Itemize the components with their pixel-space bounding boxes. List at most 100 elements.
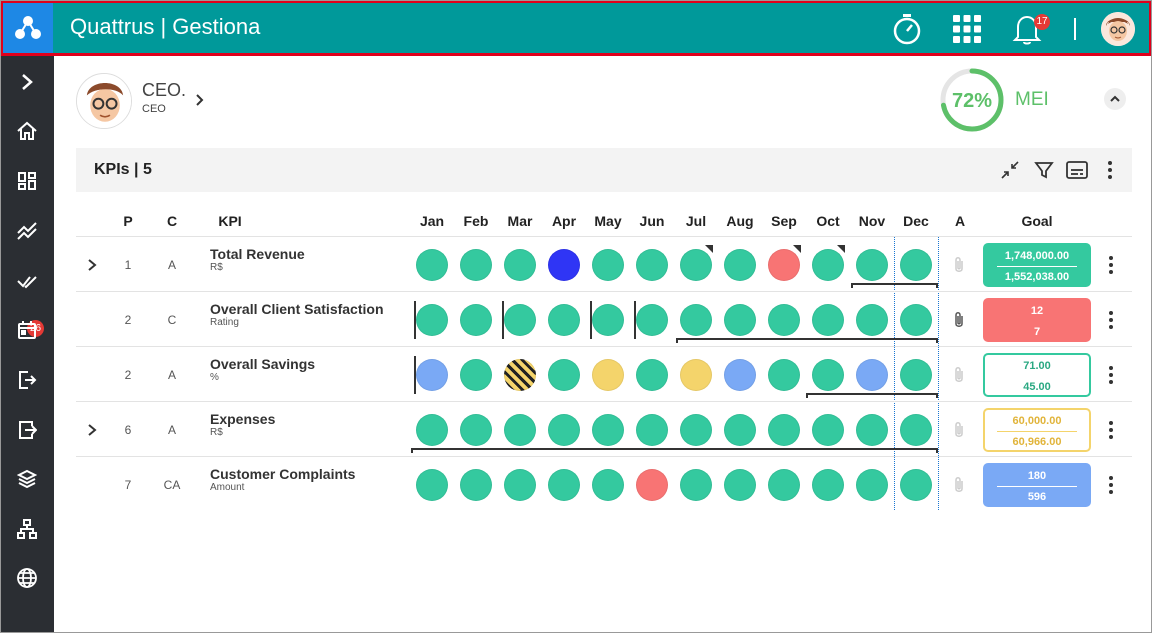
status-dot-apr[interactable] — [548, 468, 580, 501]
status-dot-jul[interactable] — [680, 303, 712, 336]
status-dot-mar[interactable] — [504, 468, 536, 501]
status-dot-jan[interactable] — [416, 358, 448, 391]
status-dot-nov[interactable] — [856, 303, 888, 336]
stopwatch-icon[interactable] — [889, 11, 925, 47]
row-more-options-icon[interactable] — [1106, 365, 1116, 385]
status-dot-jun[interactable] — [636, 413, 668, 446]
goal-box[interactable]: 60,000.00 60,966.00 — [983, 407, 1091, 452]
status-dot-oct[interactable] — [812, 358, 844, 391]
status-dot-jan[interactable] — [416, 413, 448, 446]
export-icon[interactable] — [13, 416, 41, 444]
kpi-name[interactable]: Overall Client Satisfaction — [210, 300, 384, 317]
status-dot-feb[interactable] — [460, 303, 492, 336]
status-dot-jun[interactable] — [636, 468, 668, 501]
status-dot-may[interactable] — [592, 358, 624, 391]
status-dot-sep[interactable] — [768, 248, 800, 281]
globe-icon[interactable] — [13, 564, 41, 592]
status-dot-mar[interactable] — [504, 303, 536, 336]
status-dot-jul[interactable] — [680, 413, 712, 446]
kpi-name[interactable]: Total Revenue — [210, 245, 305, 262]
status-dot-aug[interactable] — [724, 248, 756, 281]
app-logo[interactable] — [3, 3, 53, 53]
logout-icon[interactable] — [13, 366, 41, 394]
status-dot-dec[interactable] — [900, 248, 932, 281]
status-dot-dec[interactable] — [900, 303, 932, 336]
status-dot-feb[interactable] — [460, 248, 492, 281]
status-dot-aug[interactable] — [724, 468, 756, 501]
status-dot-sep[interactable] — [768, 358, 800, 391]
tasks-check-icon[interactable] — [13, 267, 41, 295]
status-dot-dec[interactable] — [900, 468, 932, 501]
status-dot-jun[interactable] — [636, 248, 668, 281]
kpi-name[interactable]: Customer Complaints — [210, 465, 356, 482]
status-dot-aug[interactable] — [724, 413, 756, 446]
trending-icon[interactable] — [13, 217, 41, 245]
status-dot-apr[interactable] — [548, 358, 580, 391]
more-options-icon[interactable] — [1098, 158, 1122, 182]
status-dot-dec[interactable] — [900, 413, 932, 446]
status-dot-jul[interactable] — [680, 248, 712, 281]
goal-box[interactable]: 71.00 45.00 — [983, 352, 1091, 397]
status-dot-jan[interactable] — [416, 468, 448, 501]
status-dot-jul[interactable] — [680, 468, 712, 501]
status-dot-feb[interactable] — [460, 468, 492, 501]
attachment-clip-icon[interactable] — [952, 366, 966, 384]
status-dot-may[interactable] — [592, 248, 624, 281]
expand-sidebar-icon[interactable] — [13, 68, 41, 96]
status-dot-jun[interactable] — [636, 358, 668, 391]
status-dot-aug[interactable] — [724, 303, 756, 336]
expand-row-chevron-icon[interactable] — [86, 423, 98, 437]
attachment-clip-icon[interactable] — [952, 311, 966, 329]
attachment-clip-icon[interactable] — [952, 421, 966, 439]
status-dot-nov[interactable] — [856, 468, 888, 501]
status-dot-dec[interactable] — [900, 358, 932, 391]
status-dot-nov[interactable] — [856, 413, 888, 446]
dashboard-icon[interactable] — [13, 167, 41, 195]
layers-icon[interactable] — [13, 465, 41, 493]
subtitles-icon[interactable] — [1065, 158, 1089, 182]
kpi-name[interactable]: Expenses — [210, 410, 276, 427]
status-dot-feb[interactable] — [460, 413, 492, 446]
status-dot-apr[interactable] — [548, 303, 580, 336]
status-dot-jan[interactable] — [416, 248, 448, 281]
expand-row-chevron-icon[interactable] — [86, 258, 98, 272]
status-dot-mar[interactable] — [504, 413, 536, 446]
status-dot-apr[interactable] — [548, 248, 580, 281]
row-more-options-icon[interactable] — [1106, 420, 1116, 440]
status-dot-oct[interactable] — [812, 413, 844, 446]
status-dot-jun[interactable] — [636, 303, 668, 336]
status-dot-oct[interactable] — [812, 303, 844, 336]
status-dot-aug[interactable] — [724, 358, 756, 391]
minimize-icon[interactable] — [998, 158, 1022, 182]
status-dot-nov[interactable] — [856, 248, 888, 281]
status-dot-sep[interactable] — [768, 303, 800, 336]
status-dot-apr[interactable] — [548, 413, 580, 446]
goal-box[interactable]: 180 596 — [983, 462, 1091, 507]
attachment-clip-icon[interactable] — [952, 476, 966, 494]
goal-box[interactable]: 1,748,000.00 1,552,038.00 — [983, 242, 1091, 287]
status-dot-jan[interactable] — [416, 303, 448, 336]
row-more-options-icon[interactable] — [1106, 475, 1116, 495]
status-dot-mar[interactable] — [504, 248, 536, 281]
goal-box[interactable]: 12 7 — [983, 297, 1091, 342]
row-more-options-icon[interactable] — [1106, 255, 1116, 275]
status-dot-nov[interactable] — [856, 358, 888, 391]
status-dot-jul[interactable] — [680, 358, 712, 391]
status-dot-sep[interactable] — [768, 413, 800, 446]
filter-icon[interactable] — [1032, 158, 1056, 182]
row-more-options-icon[interactable] — [1106, 310, 1116, 330]
status-dot-oct[interactable] — [812, 248, 844, 281]
status-dot-mar[interactable] — [504, 358, 536, 391]
status-dot-oct[interactable] — [812, 468, 844, 501]
status-dot-may[interactable] — [592, 303, 624, 336]
home-icon[interactable] — [13, 117, 41, 145]
status-dot-feb[interactable] — [460, 358, 492, 391]
profile-chevron-icon[interactable] — [193, 91, 207, 109]
org-chart-icon[interactable] — [13, 515, 41, 543]
apps-grid-icon[interactable] — [949, 11, 985, 47]
attachment-clip-icon[interactable] — [952, 256, 966, 274]
user-avatar[interactable] — [1101, 12, 1135, 46]
calendar-icon[interactable] — [13, 316, 41, 344]
status-dot-may[interactable] — [592, 413, 624, 446]
collapse-section-button[interactable] — [1104, 88, 1126, 110]
